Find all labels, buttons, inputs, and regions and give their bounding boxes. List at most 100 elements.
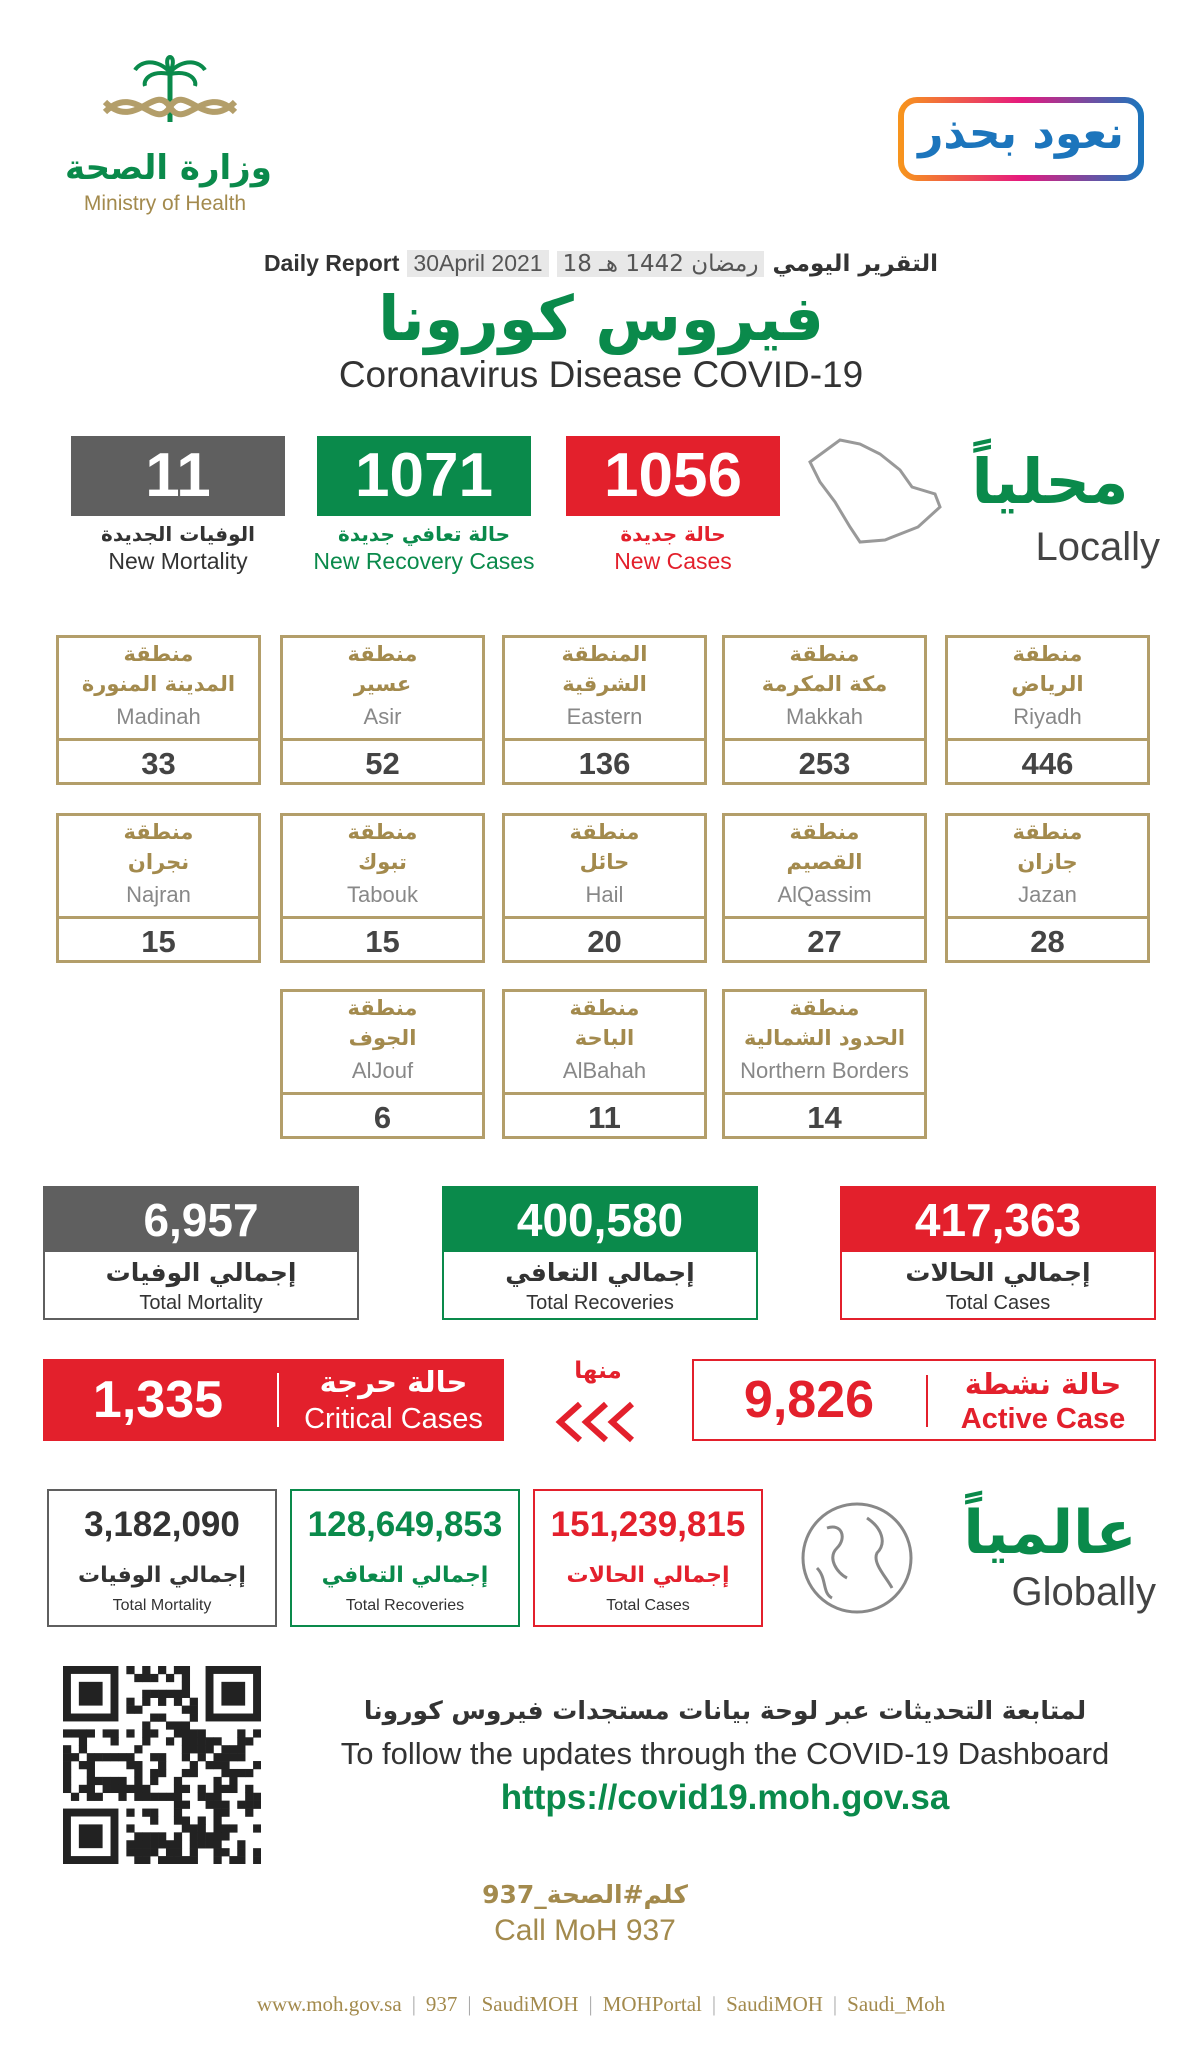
footer-separator: | bbox=[467, 1992, 472, 2016]
footer-link[interactable]: SaudiMOH bbox=[481, 1992, 579, 2016]
dashboard-url[interactable]: https://covid19.moh.gov.sa bbox=[500, 1778, 950, 1817]
active-en: Active Case bbox=[960, 1403, 1126, 1435]
qr-module bbox=[165, 1689, 175, 1698]
critical-value: 1,335 bbox=[92, 1371, 224, 1429]
footer-separator: | bbox=[832, 1992, 838, 2016]
qr-module bbox=[126, 1761, 135, 1770]
qr-module bbox=[165, 1792, 175, 1801]
qr-module bbox=[221, 1768, 230, 1778]
ministry-en: Ministry of Health bbox=[83, 192, 247, 215]
local-stat-en: New Mortality bbox=[108, 548, 248, 574]
qr-module bbox=[237, 1745, 246, 1754]
qr-module bbox=[221, 1745, 230, 1754]
qr-module bbox=[110, 1753, 119, 1762]
qr-module bbox=[142, 1808, 151, 1817]
active-value: 9,826 bbox=[743, 1371, 875, 1429]
qr-module bbox=[94, 1776, 103, 1786]
local-stat-value: 1071 bbox=[317, 436, 531, 516]
qr-module bbox=[173, 1729, 183, 1738]
qr-module bbox=[150, 1808, 159, 1817]
total-ar: إجمالي الحالات bbox=[905, 1258, 1091, 1287]
qr-module bbox=[150, 1689, 159, 1698]
qr-module bbox=[213, 1800, 222, 1809]
qr-module bbox=[134, 1792, 143, 1801]
qr-module bbox=[221, 1824, 230, 1833]
critical-en: Critical Cases bbox=[304, 1403, 483, 1435]
footer-link[interactable]: Saudi_Moh bbox=[847, 1992, 946, 2016]
qr-module bbox=[142, 1832, 151, 1841]
qr-module bbox=[126, 1840, 135, 1849]
region-value: 14 bbox=[807, 1100, 842, 1135]
footer: www.moh.gov.sa | 937 | SaudiMOH | MOHPortal | Sa… bbox=[0, 1992, 1202, 2017]
region-prefix: منطقة bbox=[347, 642, 418, 666]
qr-module bbox=[213, 1824, 222, 1833]
region-card: منطقة تبوك Tabouk 15 bbox=[280, 813, 485, 963]
qr-module bbox=[118, 1792, 127, 1801]
qr-module bbox=[189, 1848, 198, 1857]
region-prefix: منطقة bbox=[123, 642, 194, 666]
footer-link[interactable]: SaudiMOH bbox=[726, 1992, 823, 2016]
qr-module bbox=[205, 1761, 214, 1770]
qr-module bbox=[118, 1776, 127, 1786]
qr-module bbox=[94, 1792, 103, 1801]
region-value: 6 bbox=[373, 1100, 392, 1135]
qr-module bbox=[237, 1737, 246, 1746]
qr-module bbox=[63, 1784, 72, 1794]
campaign: نعود بحذر bbox=[918, 108, 1124, 159]
region-name-ar: الباحة bbox=[574, 1026, 635, 1050]
qr-module bbox=[205, 1840, 214, 1849]
qr-module bbox=[229, 1856, 238, 1864]
qr-module bbox=[126, 1753, 135, 1762]
qr-module bbox=[205, 1792, 214, 1801]
qr-module bbox=[86, 1729, 95, 1738]
qr-module bbox=[78, 1681, 103, 1706]
qr-module bbox=[142, 1737, 151, 1746]
qr-module bbox=[173, 1776, 183, 1786]
qr-module bbox=[189, 1824, 198, 1833]
region-value: 253 bbox=[798, 746, 851, 781]
footer-link[interactable]: 937 bbox=[425, 1992, 458, 2016]
qr-module bbox=[237, 1840, 246, 1849]
qr-module bbox=[158, 1832, 167, 1841]
title-ar: فيروس كورونا bbox=[378, 282, 824, 355]
qr-module bbox=[102, 1784, 111, 1794]
qr-module bbox=[213, 1792, 222, 1801]
qr-module bbox=[189, 1705, 198, 1714]
qr-module bbox=[126, 1729, 135, 1738]
region-name-ar: المدينة المنورة bbox=[81, 672, 236, 696]
report-date: 30April 2021 bbox=[407, 250, 549, 277]
region-prefix: منطقة bbox=[569, 996, 640, 1020]
qr-module bbox=[181, 1729, 191, 1738]
qr-module bbox=[213, 1784, 222, 1794]
qr-module bbox=[158, 1792, 167, 1801]
qr-module bbox=[229, 1824, 238, 1833]
region-card: منطقة الجوف AlJouf 6 bbox=[280, 989, 485, 1139]
total-value: 400,580 bbox=[444, 1188, 756, 1252]
region-value: 33 bbox=[141, 746, 176, 781]
of-which: منها bbox=[574, 1358, 622, 1384]
qr-module bbox=[197, 1784, 206, 1794]
region-divider bbox=[59, 738, 258, 741]
footer-link[interactable]: MOHPortal bbox=[602, 1992, 702, 2016]
qr-module bbox=[245, 1784, 254, 1794]
qr-module bbox=[142, 1729, 151, 1738]
qr-module bbox=[63, 1768, 72, 1778]
qr-module bbox=[181, 1689, 191, 1698]
qr-code bbox=[63, 1666, 261, 1864]
region-name-ar: عسير bbox=[353, 672, 412, 696]
qr-module bbox=[213, 1753, 222, 1762]
region-prefix: منطقة bbox=[347, 820, 418, 844]
qr-module bbox=[142, 1689, 151, 1698]
qr-module bbox=[63, 1745, 72, 1754]
region-name-ar: الرياض bbox=[1011, 672, 1084, 696]
region-value: 136 bbox=[578, 746, 631, 781]
qr-module bbox=[110, 1737, 119, 1746]
qr-module bbox=[181, 1824, 191, 1833]
qr-module bbox=[134, 1784, 143, 1794]
global-value: 151,239,815 bbox=[550, 1505, 746, 1544]
qr-module bbox=[150, 1776, 159, 1786]
qr-module bbox=[221, 1808, 230, 1817]
footer-link[interactable]: www.moh.gov.sa bbox=[256, 1992, 402, 2016]
footer-separator: | bbox=[588, 1992, 593, 2016]
qr-module bbox=[229, 1768, 238, 1778]
